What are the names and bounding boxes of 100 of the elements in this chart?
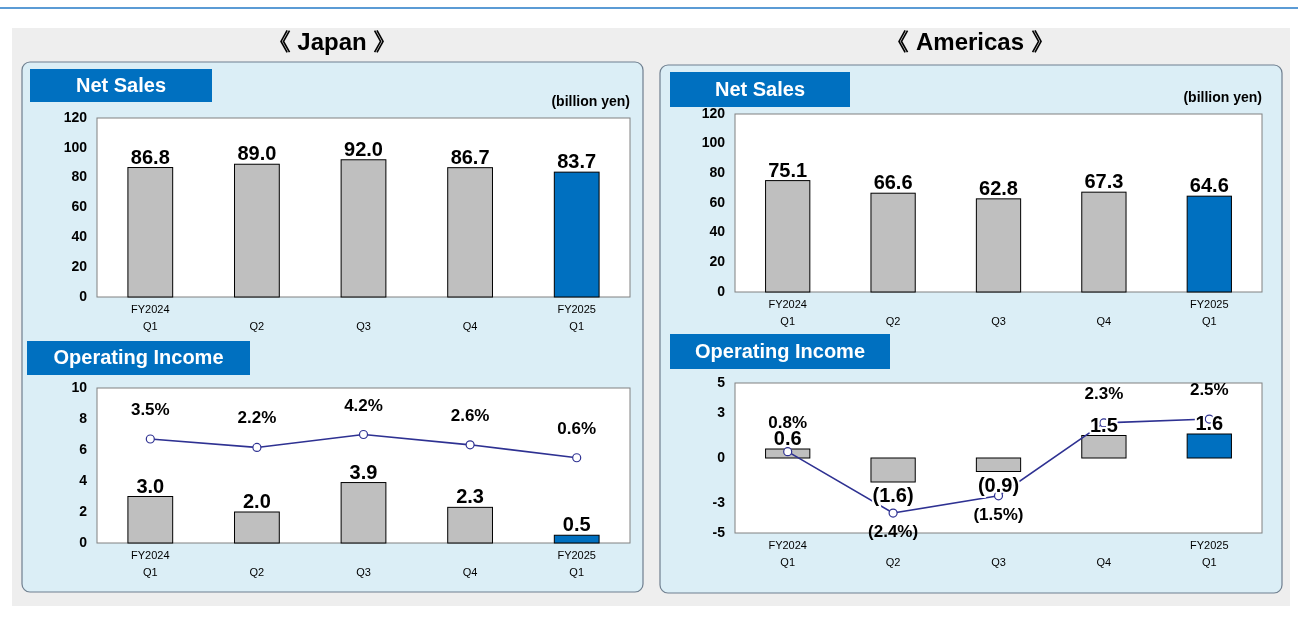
chart-title: Net Sales xyxy=(75,73,167,96)
x-tick-label: Q2 xyxy=(885,556,901,568)
y-tick-label: 60 xyxy=(71,198,88,215)
x-tick-label: FY2025 Q1 xyxy=(557,549,596,578)
point xyxy=(572,453,582,463)
y-tick-label: 40 xyxy=(71,228,88,245)
y-tick-label: 6 xyxy=(79,440,88,457)
y-tick-label: 0 xyxy=(79,533,88,550)
data-label: 0.5 xyxy=(562,513,591,536)
x-tick-label: FY2025 Q1 xyxy=(1190,298,1229,327)
bar xyxy=(870,192,916,293)
bar xyxy=(765,180,811,293)
x-tick-label: Q4 xyxy=(1096,556,1112,568)
point xyxy=(252,442,262,453)
chart-title: Operating Income xyxy=(694,339,866,362)
point xyxy=(358,429,369,440)
x-tick-label: FY2025 Q1 xyxy=(1190,539,1229,568)
data-label: 62.8 xyxy=(979,176,1018,199)
point xyxy=(783,447,793,457)
x-tick-label: Q3 xyxy=(991,556,1006,568)
y-tick-label: 20 xyxy=(71,257,88,274)
data-label: 83.7 xyxy=(557,150,597,173)
x-tick-label: FY2024 Q1 xyxy=(768,539,807,568)
x-tick-label: Q3 xyxy=(991,315,1006,327)
bar xyxy=(234,163,280,298)
y-axis-title: (billion yen) xyxy=(1183,89,1262,105)
y-tick-label: 0 xyxy=(717,282,726,299)
x-tick-label: Q3 xyxy=(356,320,371,332)
text: 《 Americas 》 xyxy=(885,28,1055,56)
x-tick-label: Q2 xyxy=(249,320,265,332)
data-label: 3.0 xyxy=(136,474,165,497)
data-label: 2.5% xyxy=(1189,380,1229,400)
data-label: 92.0 xyxy=(344,137,383,160)
bar xyxy=(127,496,174,544)
chart-title: Operating Income xyxy=(53,346,224,369)
x-tick-label: Q4 xyxy=(1096,315,1112,327)
x-tick-label: Q4 xyxy=(462,320,478,332)
bar xyxy=(1081,191,1127,293)
x-tick-label: Q2 xyxy=(249,566,265,578)
y-tick-label: 80 xyxy=(709,164,726,181)
data-label: 4.2% xyxy=(344,395,383,415)
y-tick-label: 80 xyxy=(71,168,88,185)
data-label: 2.6% xyxy=(450,405,490,425)
point xyxy=(465,440,475,450)
data-label: 2.3% xyxy=(1084,383,1124,403)
y-tick-label: 8 xyxy=(79,409,88,426)
point xyxy=(888,508,898,518)
bar xyxy=(1186,195,1232,293)
y-tick-label: -5 xyxy=(712,523,726,540)
bar xyxy=(553,534,600,544)
bar xyxy=(340,482,387,544)
data-label: (1.5%) xyxy=(973,504,1024,524)
y-tick-label: 3 xyxy=(717,403,726,420)
y-tick-label: 20 xyxy=(709,253,726,270)
x-tick-label: Q3 xyxy=(356,566,371,578)
data-label: 3.5% xyxy=(130,400,170,420)
text: 《 Japan 》 xyxy=(266,28,398,56)
data-label: (0.9) xyxy=(977,473,1020,496)
bar xyxy=(975,457,1022,472)
y-tick-label: 120 xyxy=(63,108,88,125)
bar xyxy=(1186,433,1232,459)
y-tick-label: 100 xyxy=(701,134,726,151)
data-label: 67.3 xyxy=(1084,170,1124,193)
x-tick-label: FY2024 Q1 xyxy=(131,549,170,578)
y-tick-label: 5 xyxy=(717,373,726,390)
bar xyxy=(127,167,174,298)
bar xyxy=(447,506,493,544)
data-label: 2.3 xyxy=(456,485,485,508)
bar xyxy=(340,159,387,298)
data-label: (2.4%) xyxy=(868,522,919,542)
y-tick-label: 40 xyxy=(709,223,726,240)
data-label: 66.6 xyxy=(873,171,913,194)
data-label: 64.6 xyxy=(1189,174,1229,197)
data-label: 75.1 xyxy=(768,158,808,181)
point xyxy=(145,434,155,444)
y-tick-label: 4 xyxy=(79,471,88,488)
y-tick-label: -3 xyxy=(712,493,726,510)
bar xyxy=(870,457,916,483)
x-tick-label: FY2024 Q1 xyxy=(131,303,170,332)
y-tick-label: 120 xyxy=(701,104,726,121)
y-tick-label: 100 xyxy=(63,138,88,155)
data-label: 89.0 xyxy=(237,142,277,165)
x-tick-label: FY2024 Q1 xyxy=(768,298,807,327)
bar xyxy=(975,198,1022,293)
x-tick-label: Q4 xyxy=(462,566,478,578)
data-label: 2.2% xyxy=(237,408,277,428)
chart-title: Net Sales xyxy=(714,77,806,100)
bar xyxy=(1081,435,1127,459)
y-tick-label: 0 xyxy=(717,448,726,465)
y-tick-label: 60 xyxy=(709,193,726,210)
y-tick-label: 2 xyxy=(79,502,88,519)
y-tick-label: 10 xyxy=(71,378,88,395)
data-label: 2.0 xyxy=(242,490,271,512)
data-label: 0.6% xyxy=(557,418,597,438)
data-label: 86.7 xyxy=(450,145,490,168)
bar xyxy=(447,167,493,298)
data-label: 3.9 xyxy=(349,460,378,483)
y-axis-title: (billion yen) xyxy=(551,93,630,109)
bar xyxy=(553,171,600,298)
x-tick-label: Q2 xyxy=(885,315,901,327)
